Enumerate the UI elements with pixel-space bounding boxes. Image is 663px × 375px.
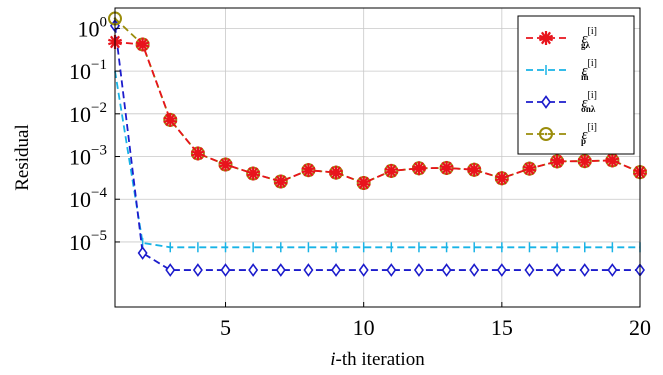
y-tick-base: 10 xyxy=(69,145,91,170)
x-axis-label: i-th iteration xyxy=(330,349,425,370)
plot-frame xyxy=(114,7,641,308)
data-point-diamond xyxy=(331,263,342,277)
x-axis-label-text: -th iteration xyxy=(336,349,426,370)
legend-box xyxy=(517,15,635,155)
data-point-diamond xyxy=(579,263,590,277)
x-tick-label: 15 xyxy=(491,315,513,340)
data-point-star xyxy=(439,160,454,175)
series-1 xyxy=(114,70,641,253)
y-tick-label: 10−3 xyxy=(69,143,107,170)
x-tick-label: 5 xyxy=(220,315,231,340)
y-tick-exponent: −2 xyxy=(91,100,107,116)
data-point-star xyxy=(218,157,233,172)
data-point-diamond xyxy=(541,95,551,109)
legend: ε[i] gλ ε[i] m̃ ε[i] σnλ ε[i] p xyxy=(517,15,635,155)
x-axis-label-var: i xyxy=(330,349,335,370)
data-point-star xyxy=(135,37,150,52)
y-tick-label: 10−2 xyxy=(69,100,107,127)
y-tick-label: 10−4 xyxy=(69,185,107,212)
y-tick-exponent: −3 xyxy=(91,143,107,159)
legend-label: ε[i] σnλ xyxy=(581,90,597,114)
data-point-diamond xyxy=(496,263,507,277)
data-point-diamond xyxy=(441,263,452,277)
data-point-star xyxy=(577,154,592,169)
data-point-star xyxy=(329,165,344,180)
y-tick-exponent: −1 xyxy=(91,57,107,73)
data-point-diamond xyxy=(303,263,314,277)
y-tick-exponent: −5 xyxy=(91,228,107,244)
data-point-diamond xyxy=(248,263,259,277)
data-point-star xyxy=(539,31,553,45)
data-point-star xyxy=(522,161,537,176)
data-point-diamond xyxy=(469,263,480,277)
legend-label: ε[i] p xyxy=(581,122,597,146)
y-tick-base: 10 xyxy=(78,16,100,41)
data-point-star xyxy=(550,154,565,169)
series-group xyxy=(108,11,647,277)
y-tick-base: 10 xyxy=(69,187,91,212)
series-0 xyxy=(108,34,647,190)
data-point-star xyxy=(384,163,399,178)
data-point-diamond xyxy=(552,263,563,277)
legend-item: ε[i] σnλ xyxy=(526,90,597,114)
y-axis-label: Residual xyxy=(12,124,33,191)
y-tick-exponent: 0 xyxy=(100,14,108,30)
data-point-circle xyxy=(539,127,553,141)
legend-item: ε[i] p xyxy=(526,122,597,146)
data-point-diamond xyxy=(524,263,535,277)
data-point-diamond xyxy=(165,263,176,277)
legend-label: ε[i] gλ xyxy=(581,26,597,50)
x-tick-label: 10 xyxy=(353,315,375,340)
data-point-diamond xyxy=(358,263,369,277)
x-tick-label: 20 xyxy=(629,315,651,340)
y-tick-base: 10 xyxy=(69,102,91,127)
data-point-star xyxy=(411,161,426,176)
y-tick-exponent: −4 xyxy=(91,185,107,201)
legend-label: ε[i] m̃ xyxy=(581,58,597,82)
data-point-star xyxy=(190,146,205,161)
data-point-diamond xyxy=(220,263,231,277)
data-point-star xyxy=(301,163,316,178)
legend-item: ε[i] gλ xyxy=(526,26,597,50)
y-tick-base: 10 xyxy=(69,59,91,84)
y-tick-label: 10−5 xyxy=(69,228,107,255)
series-line xyxy=(114,70,640,249)
data-point-diamond xyxy=(607,263,618,277)
data-point-star xyxy=(494,171,509,186)
legend-item: ε[i] m̃ xyxy=(526,58,597,82)
data-point-diamond xyxy=(413,263,424,277)
data-point-star xyxy=(246,166,261,181)
y-tick-base: 10 xyxy=(69,230,91,255)
y-tick-label: 10−1 xyxy=(69,57,107,84)
data-point-star xyxy=(356,175,371,190)
data-point-star xyxy=(163,112,178,127)
data-point-star xyxy=(273,174,288,189)
data-point-diamond xyxy=(137,246,148,260)
data-point-diamond xyxy=(275,263,286,277)
data-point-star xyxy=(467,162,482,177)
data-point-star xyxy=(605,153,620,168)
data-point-diamond xyxy=(386,263,397,277)
y-tick-label: 100 xyxy=(78,14,108,41)
data-point-diamond xyxy=(192,263,203,277)
